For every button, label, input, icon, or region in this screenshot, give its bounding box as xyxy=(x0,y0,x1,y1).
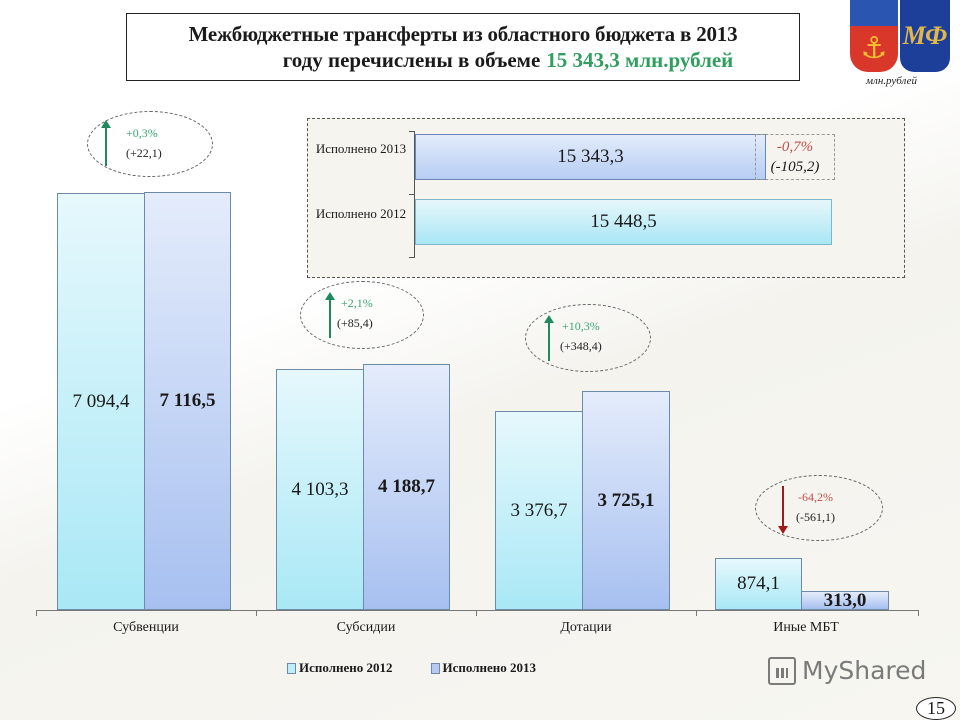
change-pct: +10,3% xyxy=(562,319,600,333)
legend-item-2013: Исполнено 2013 xyxy=(430,660,537,676)
change-bubble-subventions: +0,3% (+22,1) xyxy=(87,111,213,177)
change-bubble-grants: +10,3% (+348,4) xyxy=(525,304,651,372)
presentation-chart-icon xyxy=(768,656,796,685)
arrow-up-icon xyxy=(101,120,111,166)
bar-grants-2013: 3 725,1 xyxy=(582,391,670,610)
bar-value: 4 188,7 xyxy=(378,476,435,497)
watermark-text: MyShared xyxy=(802,656,927,685)
inset-bar-2012: 15 448,5 xyxy=(415,199,832,245)
total-amount: 15 343,3 млн.рублей xyxy=(546,48,734,72)
x-axis xyxy=(36,610,919,611)
unit-label: млн.рублей xyxy=(866,75,917,87)
page-subtitle: году перечислены в объеме 15 343,3 млн.ру… xyxy=(127,47,799,73)
change-abs: (-561,1) xyxy=(796,510,835,524)
bar-subventions-2012: 7 094,4 xyxy=(57,193,145,610)
legend-swatch-2013 xyxy=(430,662,440,674)
inset-delta-abs: (-105,2) xyxy=(770,159,820,175)
legend-item-2012: Исполнено 2012 xyxy=(287,660,393,676)
page-title: Межбюджетные трансферты из областного бю… xyxy=(188,22,738,46)
bar-value: 313,0 xyxy=(823,589,867,611)
bar-other-2012: 874,1 xyxy=(715,558,802,610)
inset-value-2013: 15 343,3 xyxy=(557,146,624,167)
x-axis-tick xyxy=(256,610,257,616)
bar-chart: 7 094,4 7 116,5 4 103,3 4 188,7 3 376,7 … xyxy=(36,185,919,611)
category-label-grants: Дотации xyxy=(560,620,612,635)
chart-legend: Исполнено 2012 Исполнено 2013 xyxy=(287,660,536,676)
inset-value-2012: 15 448,5 xyxy=(590,211,657,232)
change-pct: -64,2% xyxy=(798,490,833,504)
bar-subsidies-2013: 4 188,7 xyxy=(363,364,450,610)
arrow-up-icon xyxy=(325,292,335,338)
change-bubble-other: -64,2% (-561,1) xyxy=(755,475,883,541)
bar-subsidies-2012: 4 103,3 xyxy=(276,369,364,610)
change-pct: +2,1% xyxy=(341,296,373,310)
bar-subventions-2013: 7 116,5 xyxy=(144,192,231,610)
inset-label-2013: Исполнено 2013 xyxy=(315,141,407,156)
x-axis-tick xyxy=(918,610,919,616)
change-pct: +0,3% xyxy=(126,126,158,140)
inset-delta-box: -0,7% (-105,2) xyxy=(755,134,835,180)
change-abs: (+22,1) xyxy=(126,146,162,160)
bar-value: 3 376,7 xyxy=(510,499,568,521)
change-bubble-subsidies: +2,1% (+85,4) xyxy=(300,281,424,349)
bar-value: 874,1 xyxy=(737,573,780,594)
inset-bar-2013: 15 343,3 xyxy=(415,134,766,180)
category-label-subsidies: Субсидии xyxy=(336,620,396,635)
change-abs: (+85,4) xyxy=(337,316,373,330)
anchor-icon: ⚓ xyxy=(860,31,888,66)
page-number: 15 xyxy=(916,697,956,720)
bar-value: 3 725,1 xyxy=(597,489,655,511)
inset-delta-pct: -0,7% xyxy=(776,139,814,155)
inset-label-2012: Исполнено 2012 xyxy=(315,206,407,221)
bar-value: 7 116,5 xyxy=(159,390,216,411)
bar-other-2013: 313,0 xyxy=(801,589,889,611)
arrow-down-icon xyxy=(778,486,788,534)
bar-value: 7 094,4 xyxy=(72,390,130,412)
category-label-other: Иные МБТ xyxy=(773,620,839,635)
legend-label-2012: Исполнено 2012 xyxy=(299,660,393,675)
bar-grants-2012: 3 376,7 xyxy=(495,411,583,610)
logos: ⚓ МФ xyxy=(850,0,950,74)
region-crest-logo: ⚓ xyxy=(850,0,898,72)
inset-tick xyxy=(409,131,415,132)
title-box: Межбюджетные трансферты из областного бю… xyxy=(126,13,800,81)
watermark: MyShared xyxy=(768,656,926,685)
bar-value: 4 103,3 xyxy=(291,478,349,500)
ministry-finance-logo: МФ xyxy=(900,0,950,72)
total-comparison-inset: Исполнено 2013 Исполнено 2012 15 343,3 1… xyxy=(307,118,905,278)
category-label-subventions: Субвенции xyxy=(113,620,179,635)
crest-sky xyxy=(850,0,898,26)
legend-label-2013: Исполнено 2013 xyxy=(442,660,537,675)
subtitle-text: году перечислены в объеме xyxy=(282,48,541,72)
change-abs: (+348,4) xyxy=(560,339,602,353)
legend-swatch-2012 xyxy=(287,662,296,674)
x-axis-tick xyxy=(476,610,477,616)
x-axis-tick xyxy=(696,610,697,616)
inset-tick xyxy=(409,257,415,258)
inset-tick xyxy=(409,194,415,195)
arrow-up-icon xyxy=(544,315,554,361)
x-axis-tick xyxy=(36,610,37,616)
